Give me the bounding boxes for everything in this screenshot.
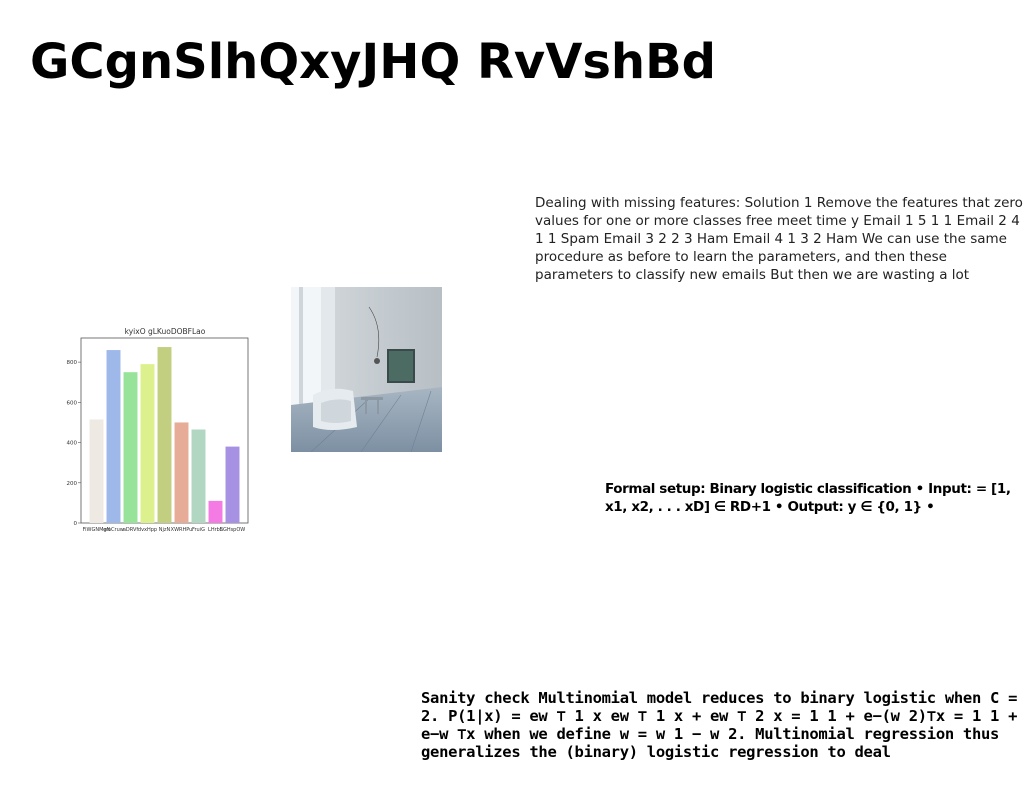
chart-y-axis: 0 200 400 600 800 <box>67 360 81 527</box>
bar-XWRHPu <box>174 422 189 523</box>
bar-FruiG <box>191 429 206 523</box>
bar-LHrbE <box>208 500 223 523</box>
missing-features-text: Dealing with missing features: Solution … <box>535 195 1023 283</box>
y-tick-label: 200 <box>67 481 78 487</box>
bar-SGHspOW <box>225 446 240 523</box>
x-tick-label: FiWGNMgN <box>83 527 111 533</box>
x-tick-label: dvxHpp <box>138 527 157 533</box>
bar-dvxHpp <box>140 364 155 523</box>
interior-photo-image <box>291 287 442 452</box>
y-tick-label: 600 <box>67 400 78 406</box>
bar-aDRVf <box>123 372 138 523</box>
bar-emCruw <box>106 350 121 523</box>
bar-chart-svg: kyixO gLKuoDOBFLao 0 200 400 600 800 FiWGNMg… <box>67 327 249 533</box>
x-tick-label: XWRHPu <box>171 527 193 533</box>
formal-setup-text: Formal setup: Binary logistic classifica… <box>605 481 1011 515</box>
bar-chart: kyixO gLKuoDOBFLao 0 200 400 600 800 FiWGNMg… <box>60 322 256 538</box>
interior-photo <box>291 287 442 452</box>
y-tick-label: 0 <box>74 521 78 527</box>
page-title: GCgnSlhQxyJHQ RvVshBd <box>30 34 717 90</box>
sanity-check-text: Sanity check Multinomial model reduces t… <box>421 689 1018 761</box>
chart-bars <box>89 347 240 523</box>
y-tick-label: 400 <box>67 441 78 447</box>
x-tick-label: NjzN <box>159 527 171 533</box>
chart-title: kyixO gLKuoDOBFLao <box>125 327 206 336</box>
x-tick-label: emCruw <box>103 527 124 533</box>
x-tick-label: LHrbE <box>208 527 223 533</box>
bar-NjzN <box>157 347 172 523</box>
x-tick-label: FruiG <box>192 527 205 533</box>
y-tick-label: 800 <box>67 360 78 366</box>
x-tick-label: SGHspOW <box>220 527 246 533</box>
x-tick-label: aDRVf <box>123 527 139 533</box>
bar-FiWGNMgN <box>89 419 104 523</box>
